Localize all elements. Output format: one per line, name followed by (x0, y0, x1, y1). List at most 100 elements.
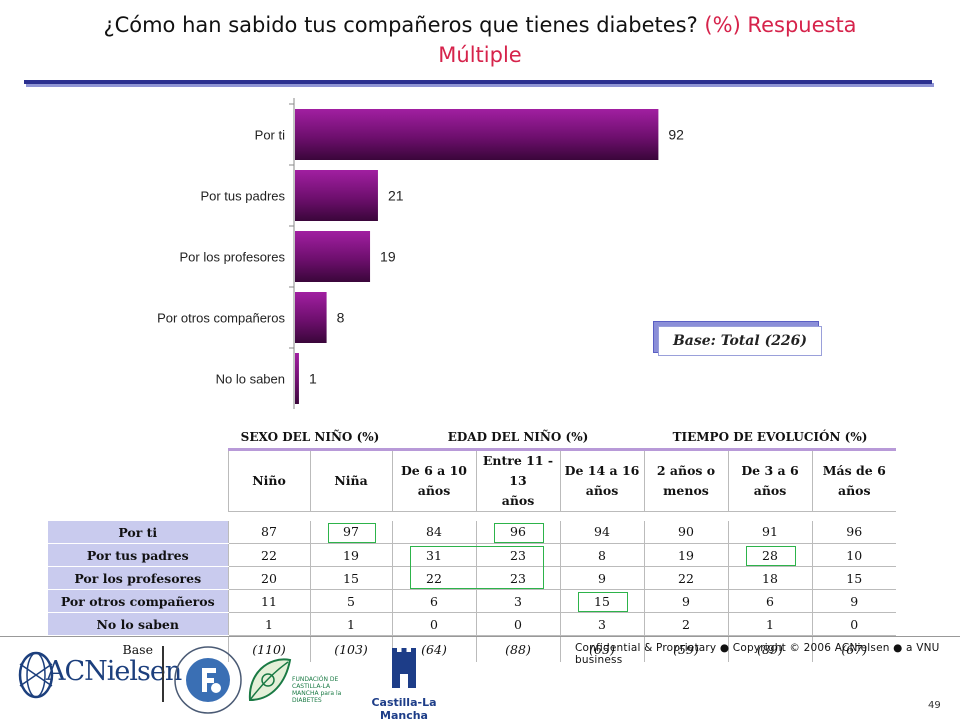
table-cell: 15 (811, 566, 896, 590)
table-cell: 15 (559, 589, 644, 613)
fundacion-castilla-text: FUNDACIÓN DE CASTILLA-LA MANCHA para la … (292, 676, 342, 704)
title-divider (24, 80, 932, 84)
group-header-2: EDAD DEL NIÑO (%) (392, 426, 644, 451)
category-label-3: Por los profesores (180, 250, 286, 265)
acnielsen-wordmark: ACNielsen (46, 656, 182, 687)
title-accent: (%) Respuesta (704, 13, 857, 37)
group-header-1: SEXO DEL NIÑO (%) (228, 426, 392, 451)
castle-crest-icon (392, 648, 416, 688)
table-cell: 91 (727, 520, 812, 544)
row-label: Por otros compañeros (48, 589, 228, 613)
base-cell: (103) (309, 635, 392, 662)
table-cell: 87 (227, 520, 310, 544)
category-label-5: No lo saben (216, 372, 285, 387)
base-cell: (65) (559, 635, 644, 662)
highlight-box-4 (746, 545, 796, 566)
table-cell: 10 (811, 543, 896, 567)
column-header-5: De 14 a 16 años (559, 449, 644, 512)
base-label: Base (122, 641, 153, 657)
base-note: Base: Total (226) (658, 326, 822, 356)
title-main: ¿Cómo han sabido tus compañeros que tien… (103, 13, 698, 37)
acnielsen-swirl-icon (18, 651, 54, 699)
category-label-2: Por tus padres (200, 189, 285, 204)
group-header-3: TIEMPO DE EVOLUCIÓN (%) (644, 426, 896, 451)
value-label-2: 21 (388, 188, 404, 204)
table-cell: 6 (727, 589, 812, 613)
table-cell: 9 (559, 566, 644, 590)
table-cell: 23 (475, 566, 560, 590)
highlight-box-3 (410, 545, 544, 589)
column-header-line: Entre 11 - 13 (482, 453, 554, 488)
castilla-la-mancha-logo: Castilla-La Mancha (352, 646, 456, 722)
table-row: Por tus padres 22 19 31 23 8 19 28 10 (48, 543, 896, 567)
leaf-icon (248, 658, 292, 702)
table-cell: 22 (391, 566, 476, 590)
base-row: Base (110) (103) (64) (88) (65) (59) (89) (67) (48, 635, 896, 662)
base-cell: (88) (475, 635, 560, 662)
column-header-7: De 3 a 6 años (727, 449, 812, 512)
value-label-5: 1 (309, 371, 317, 387)
table-cell: 3 (559, 612, 644, 636)
bar-2 (295, 170, 378, 221)
value-label-4: 8 (337, 310, 345, 326)
table-cell: 19 (643, 543, 728, 567)
table-cell: 22 (643, 566, 728, 590)
base-cell: (59) (643, 635, 728, 662)
spacer-row (48, 512, 896, 521)
table-cell: 8 (559, 543, 644, 567)
table-cell: 18 (727, 566, 812, 590)
highlight-box-1 (328, 522, 376, 543)
column-header-line: Niño (252, 473, 286, 488)
category-label-4: Por otros compañeros (157, 311, 285, 326)
table-cell: 96 (475, 520, 560, 544)
table-cell: 90 (643, 520, 728, 544)
value-label-3: 19 (380, 249, 396, 265)
column-header-3: De 6 a 10 años (391, 449, 476, 512)
spacer-cell (48, 512, 896, 521)
column-header-line: años (585, 483, 619, 498)
table-cell: 1 (309, 612, 392, 636)
confidential-notice: Confidential & Proprietary ● Copyright ©… (575, 642, 940, 666)
column-header-line: 2 años o (656, 463, 716, 478)
table-cell: 19 (309, 543, 392, 567)
crosstab-table: SEXO DEL NIÑO (%) EDAD DEL NIÑO (%) TIEMPO… (48, 426, 896, 662)
table-cell: 11 (227, 589, 310, 613)
column-header-line: Niña (334, 473, 368, 488)
column-header-line: De 6 a 10 (400, 463, 468, 478)
fundacion-diabetes-emblem (174, 646, 242, 714)
base-cell: (110) (227, 635, 310, 662)
table-cell: 94 (559, 520, 644, 544)
value-label-1: 92 (668, 127, 684, 143)
row-label: Por ti (48, 520, 228, 544)
page-number: 49 (928, 700, 941, 711)
table-cell: 3 (475, 589, 560, 613)
column-header-8: Más de 6 años (811, 449, 896, 512)
highlight-box-5 (578, 591, 628, 612)
table-cell: 97 (309, 520, 392, 544)
table-cell: 20 (227, 566, 310, 590)
acnielsen-logo: ACNielsen (14, 648, 182, 702)
table-row: Por los profesores 20 15 22 23 9 22 18 15 (48, 566, 896, 590)
table-cell: 9 (811, 589, 896, 613)
castilla-la-mancha-wordmark: Castilla-La Mancha (371, 696, 437, 722)
column-header-line: años (501, 493, 535, 508)
highlight-box-2 (494, 522, 544, 543)
column-header-1: Niño (227, 449, 310, 512)
column-header-line: años (837, 483, 871, 498)
row-label: No lo saben (48, 612, 228, 636)
table-cell: 31 (391, 543, 476, 567)
title-accent-line2: Múltiple (438, 43, 522, 67)
column-header-line: Más de 6 (822, 463, 886, 478)
corner-cell (48, 450, 228, 512)
column-header-line: años (753, 483, 787, 498)
table-cell: 84 (391, 520, 476, 544)
table-cell: 6 (391, 589, 476, 613)
table-row: No lo saben 1 1 0 0 3 2 1 0 (48, 612, 896, 636)
table-cell: 1 (727, 612, 812, 636)
table-cell: 5 (309, 589, 392, 613)
column-header-line: menos (663, 483, 709, 498)
bar-5 (295, 353, 299, 404)
bar-chart: Por ti 92 Por tus padres 21 Por los profesor… (157, 98, 684, 409)
fundacion-castilla-logo: FUNDACIÓN DE CASTILLA-LA MANCHA para la … (244, 644, 344, 716)
table-cell: 1 (227, 612, 310, 636)
